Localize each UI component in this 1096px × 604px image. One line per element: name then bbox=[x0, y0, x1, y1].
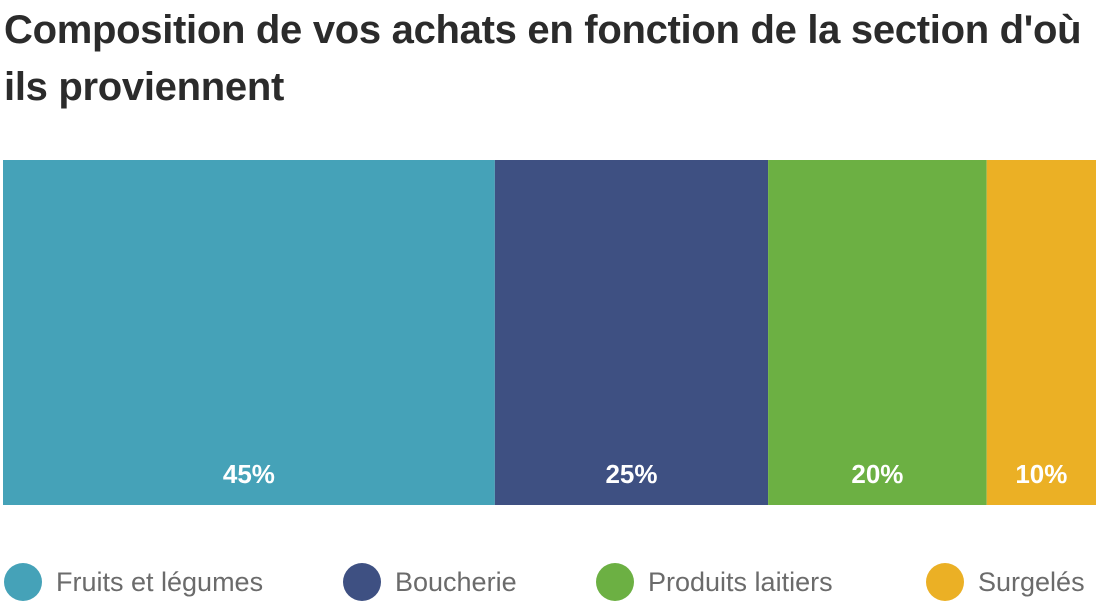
legend-item-boucherie: Boucherie bbox=[343, 560, 517, 604]
bar-segment-surgeles bbox=[986, 160, 1096, 505]
bar-segments bbox=[3, 160, 1096, 505]
legend-circle-icon bbox=[926, 563, 964, 601]
legend-circle-icon bbox=[343, 563, 381, 601]
bar-segment-labels: 45% 25% 20% 10% bbox=[223, 459, 1067, 489]
legend-label: Fruits et légumes bbox=[56, 566, 264, 597]
data-label-produits-laitiers: 20% bbox=[851, 459, 903, 489]
chart-legend: Fruits et légumes Boucherie Produits lai… bbox=[0, 560, 1096, 604]
bar-segment-produits-laitiers bbox=[768, 160, 987, 505]
legend-circle-icon bbox=[4, 563, 42, 601]
legend-item-fruits-et-legumes: Fruits et légumes bbox=[4, 560, 263, 604]
legend-circle-icon bbox=[596, 563, 634, 601]
legend-label: Produits laitiers bbox=[648, 566, 833, 597]
legend-label: Boucherie bbox=[395, 566, 517, 597]
chart-title: Composition de vos achats en fonction de… bbox=[4, 8, 1082, 109]
legend-item-surgeles: Surgelés bbox=[926, 560, 1085, 604]
legend-label: Surgelés bbox=[978, 566, 1085, 597]
data-label-boucherie: 25% bbox=[605, 459, 657, 489]
legend-item-produits-laitiers: Produits laitiers bbox=[596, 560, 833, 604]
data-label-surgeles: 10% bbox=[1015, 459, 1067, 489]
data-label-fruits-et-legumes: 45% bbox=[223, 459, 275, 489]
bar-segment-boucherie bbox=[494, 160, 769, 505]
bar-segment-fruits-et-legumes bbox=[3, 160, 495, 505]
